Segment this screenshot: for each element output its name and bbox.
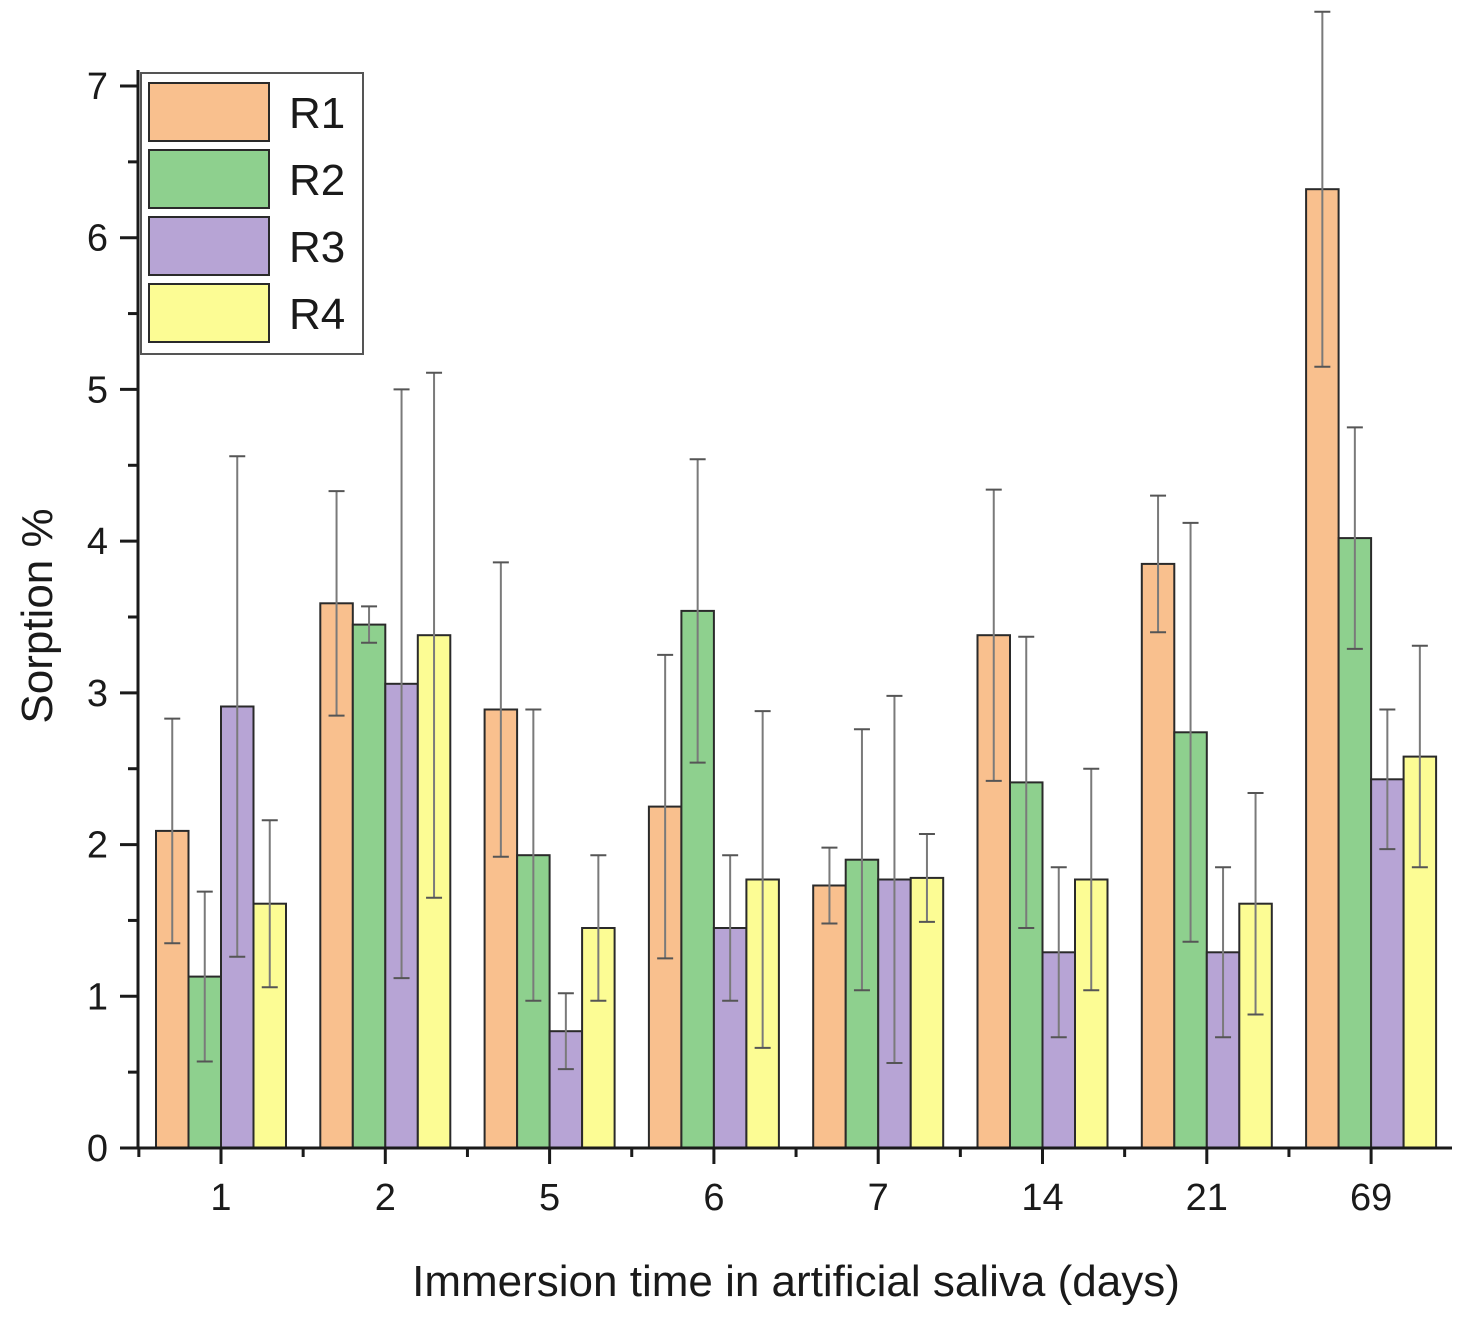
error-bars-layer — [164, 10, 1428, 1071]
bar-r1-day-21 — [1140, 562, 1176, 1149]
bar-r1-day-7 — [812, 884, 847, 1149]
legend-label-r4: R4 — [289, 290, 345, 339]
legend-swatch-r1 — [148, 82, 270, 142]
x-tick-label: 2 — [375, 1177, 396, 1219]
y-tick-label: 0 — [87, 1128, 108, 1170]
bar-r2-day-2 — [351, 623, 387, 1149]
legend-swatch-r3 — [148, 216, 270, 276]
bars-layer — [155, 188, 1438, 1150]
bar-r4-day-1 — [252, 902, 287, 1150]
y-tick-label: 5 — [87, 369, 108, 411]
y-tick-label: 7 — [87, 66, 108, 108]
legend-swatch-r4 — [148, 283, 270, 343]
y-tick-label: 6 — [87, 218, 108, 260]
legend-label-r1: R1 — [289, 89, 345, 138]
y-tick-label: 4 — [87, 521, 108, 563]
legend-label-r3: R3 — [289, 223, 345, 272]
x-tick-label: 69 — [1350, 1177, 1392, 1219]
x-tick-label: 14 — [1021, 1177, 1063, 1219]
legend-label-r2: R2 — [289, 156, 345, 205]
y-tick-label: 2 — [87, 825, 108, 867]
x-tick-label: 7 — [868, 1177, 889, 1219]
legend-swatch-r2 — [148, 149, 270, 209]
y-tick-label: 3 — [87, 673, 108, 715]
x-tick-label: 5 — [539, 1177, 560, 1219]
x-tick-label: 21 — [1186, 1177, 1228, 1219]
bar-r4-day-7 — [909, 876, 945, 1150]
y-axis-title: Sorption % — [13, 508, 62, 723]
y-tick-label: 1 — [87, 976, 108, 1018]
legend: R1 R2 R3 R4 — [140, 72, 364, 355]
x-tick-label: 1 — [210, 1177, 231, 1219]
x-axis-title: Immersion time in artificial saliva (day… — [412, 1257, 1180, 1306]
x-tick-label: 6 — [703, 1177, 724, 1219]
axes-layer: 0 1 2 3 4 5 6 7 1 2 5 6 7 14 21 69 — [87, 66, 1452, 1219]
